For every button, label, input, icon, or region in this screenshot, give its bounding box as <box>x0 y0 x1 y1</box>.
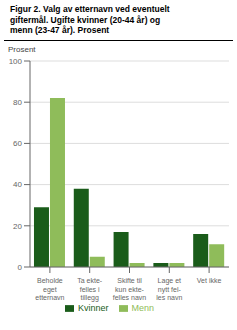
html-text:Figur 2. Valg av etternavn ved: Figur 2. Valg av etternavn ved eventuelt <box>10 4 170 14</box>
svg-text:60: 60 <box>13 139 22 148</box>
svg-text:Beholdeegetetternavn: Beholdeegetetternavn <box>35 277 64 301</box>
svg-text:0: 0 <box>18 263 23 272</box>
svg-text:40: 40 <box>13 180 22 189</box>
svg-text:Ta ekte-felles itillegg: Ta ekte-felles itillegg <box>77 277 103 302</box>
svg-text:100: 100 <box>9 57 23 66</box>
svg-text:Skifte tilkun ekte-felles navn: Skifte tilkun ekte-felles navn <box>113 277 147 301</box>
html-text:Prosent: Prosent <box>8 44 36 54</box>
html-text:Kvinner: Kvinner <box>78 302 109 313</box>
svg-text:80: 80 <box>13 98 22 107</box>
html-text:giftermål. Ugifte kvinner (20-: giftermål. Ugifte kvinner (20-44 år) og <box>10 14 161 25</box>
html-text:Menn: Menn <box>131 302 154 313</box>
svg-text:20: 20 <box>13 222 22 231</box>
html-text:menn (23-47 år). Prosent: menn (23-47 år). Prosent <box>10 25 110 36</box>
svg-text:Lage etnytt fel-les navn: Lage etnytt fel-les navn <box>156 277 182 301</box>
svg-text:Vet ikke: Vet ikke <box>197 277 222 284</box>
